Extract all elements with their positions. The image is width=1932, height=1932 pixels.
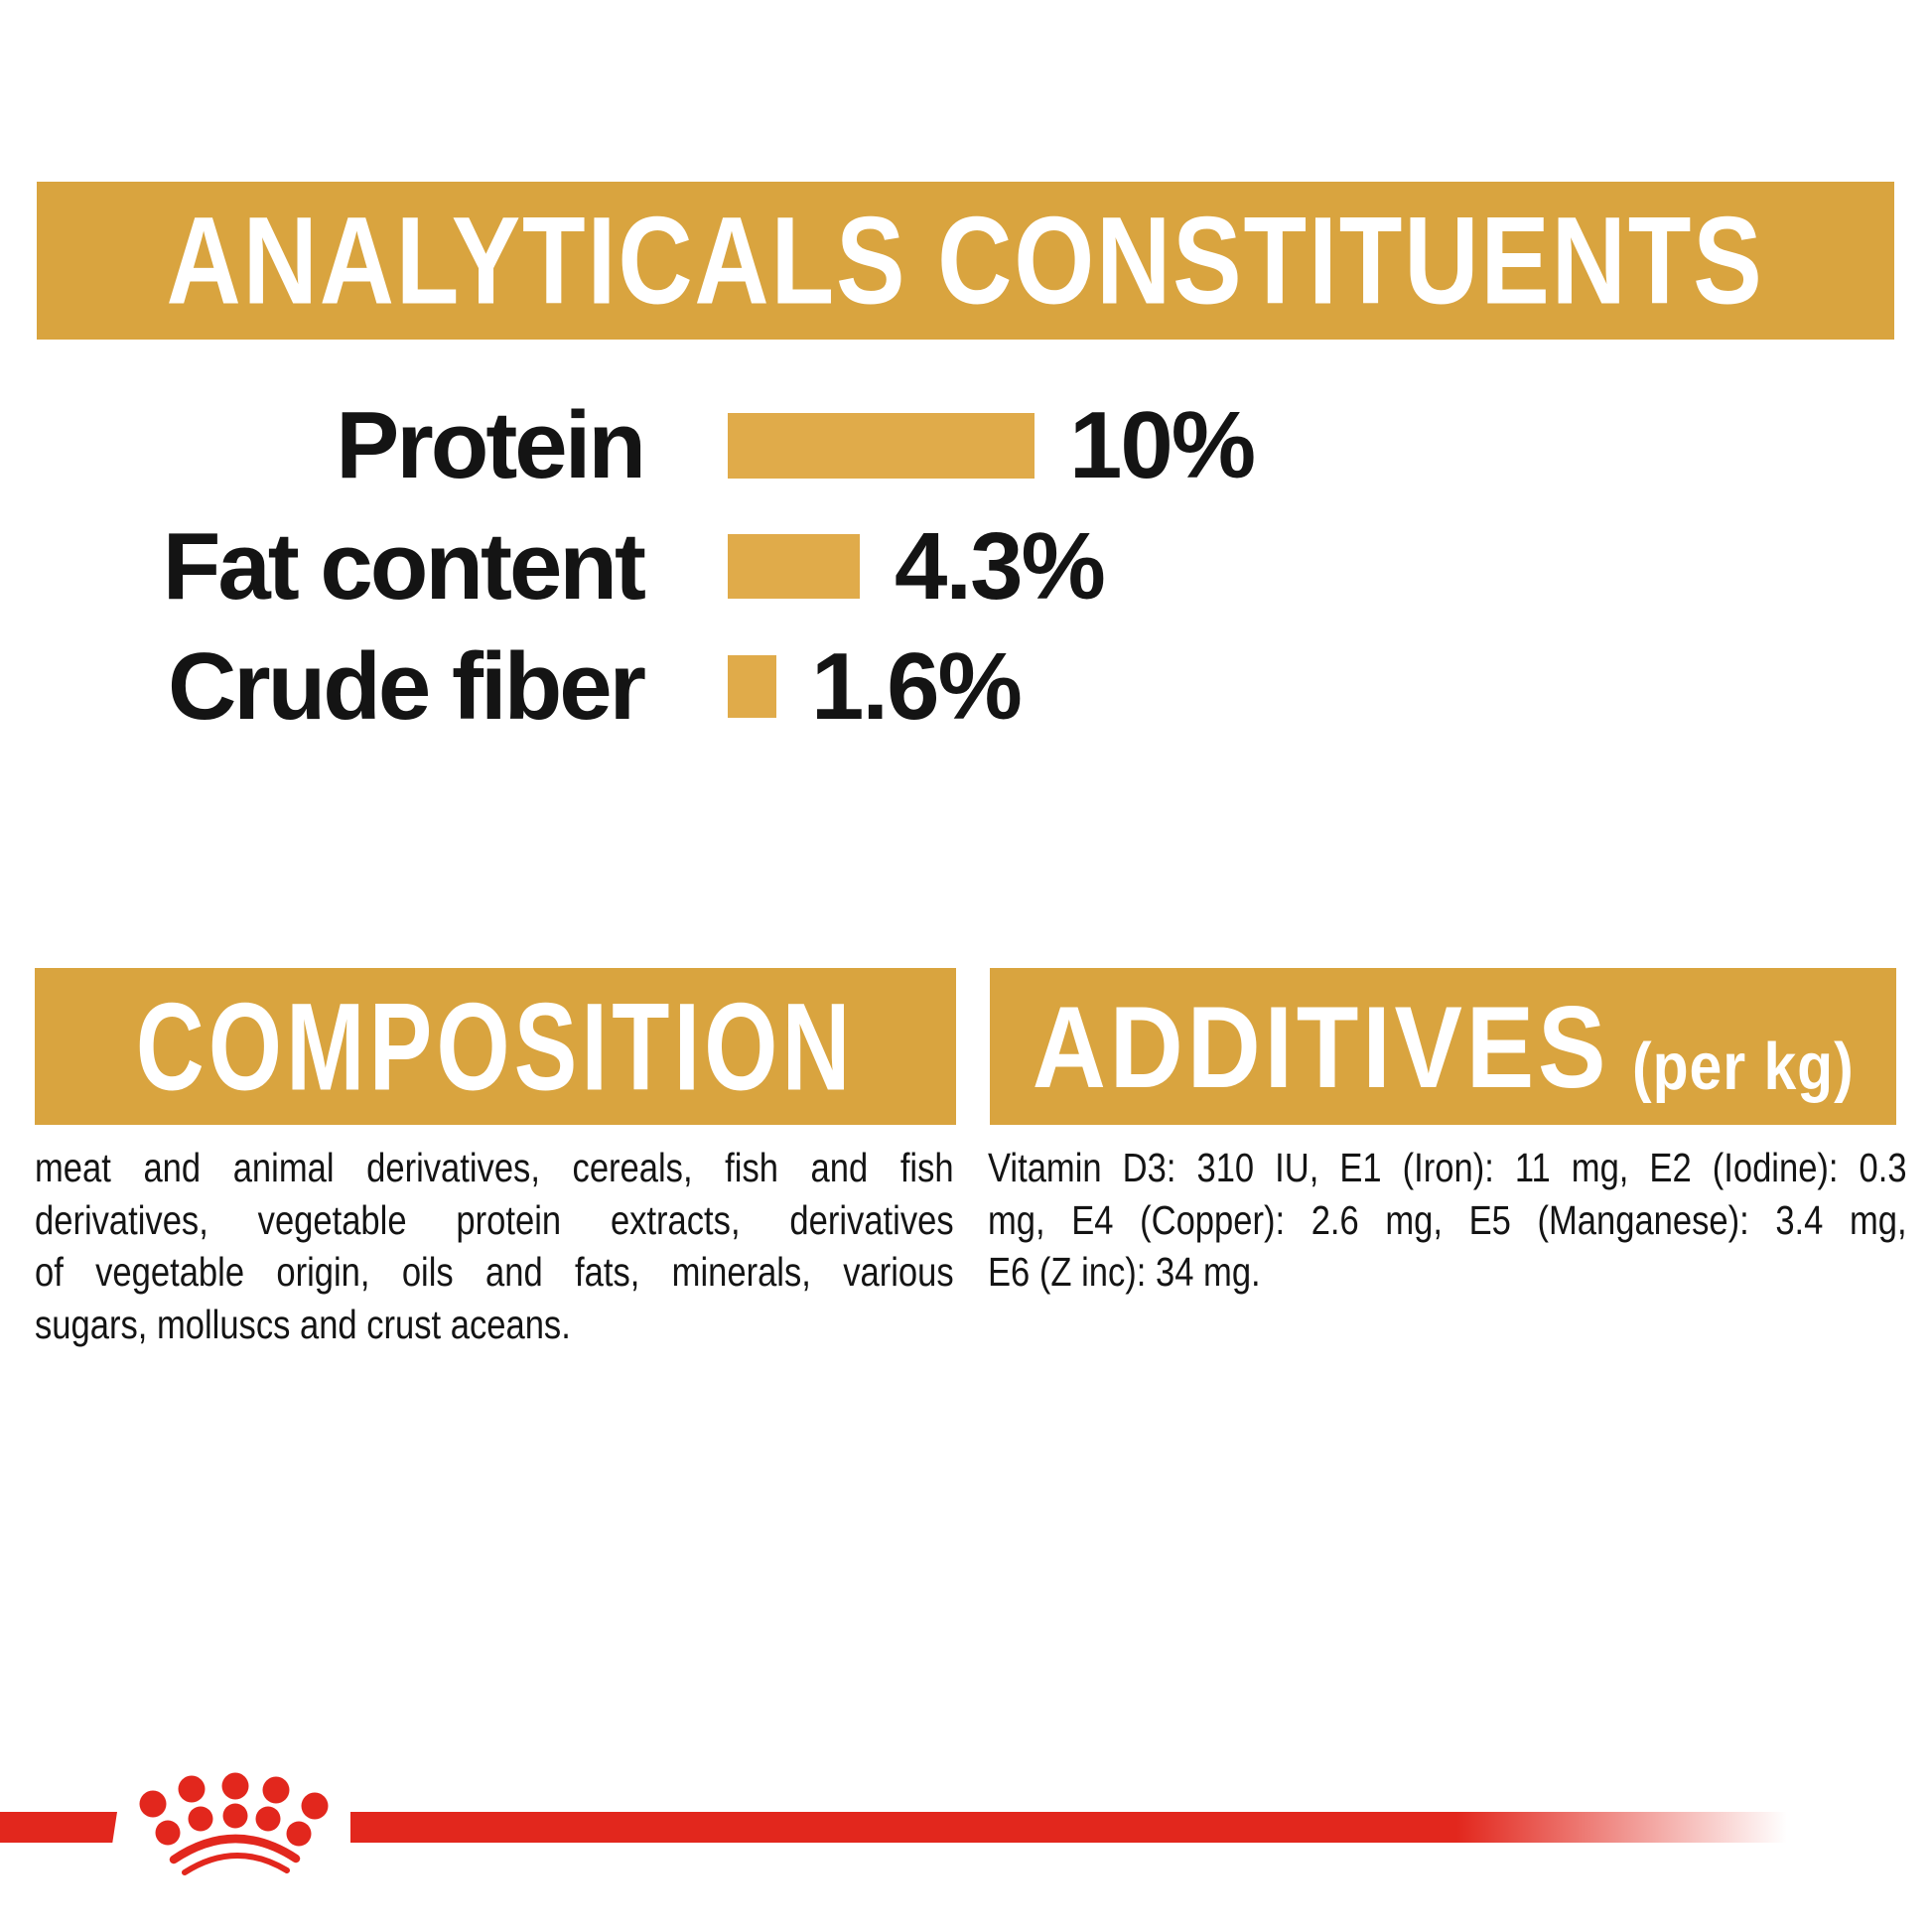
red-stripe-right <box>350 1812 1787 1843</box>
bar-label-fat-content: Fat content <box>162 512 646 620</box>
analyticals-banner: ANALYTICALS CONSTITUENTS <box>37 182 1894 340</box>
composition-banner: COMPOSITION <box>35 968 956 1125</box>
royal-canin-crown-paw-icon <box>139 1772 329 1875</box>
bar-fat-content <box>728 534 860 599</box>
additives-text-line: mg, E4 (Copper): 2.6 mg, E5 (Manganese):… <box>988 1196 1907 1243</box>
chart-row-fat-content: Fat content 4.3% <box>0 518 1106 614</box>
bar-value-protein: 10% <box>1069 392 1256 498</box>
additives-text-line: Vitamin D3: 310 IU, E1 (Iron): 11 mg, E2… <box>988 1145 1907 1190</box>
bar-value-fat-content: 4.3% <box>895 512 1106 620</box>
additives-unit-label: (per kg) <box>1631 1030 1855 1104</box>
composition-text-line: meat and animal derivatives, cereals, fi… <box>35 1145 954 1190</box>
red-stripe-left <box>0 1812 117 1843</box>
composition-text-line: of vegetable origin, oils and fats, mine… <box>35 1249 954 1295</box>
composition-text-line: sugars, molluscs and crust aceans. <box>35 1301 571 1347</box>
additives-text: Vitamin D3: 310 IU, E1 (Iron): 11 mg, E2… <box>988 1142 1907 1299</box>
bar-crude-fiber <box>728 655 776 718</box>
chart-row-protein: Protein 10% <box>0 398 1256 493</box>
composition-text-line: derivatives, vegetable protein extracts,… <box>35 1196 954 1243</box>
additives-text-line: E6 (Z inc): 34 mg. <box>988 1249 1261 1295</box>
composition-title: COMPOSITION <box>136 977 855 1116</box>
bar-value-crude-fiber: 1.6% <box>811 632 1023 740</box>
bar-label-protein: Protein <box>336 392 646 498</box>
additives-heading: ADDITIVES (per kg) <box>1033 980 1855 1114</box>
composition-text: meat and animal derivatives, cereals, fi… <box>35 1142 954 1350</box>
analyticals-title: ANALYTICALS CONSTITUENTS <box>166 191 1765 331</box>
bar-protein <box>728 413 1035 479</box>
chart-row-crude-fiber: Crude fiber 1.6% <box>0 638 1023 734</box>
bar-label-crude-fiber: Crude fiber <box>167 632 646 740</box>
additives-title: ADDITIVES <box>1032 981 1610 1112</box>
additives-banner: ADDITIVES (per kg) <box>990 968 1896 1125</box>
